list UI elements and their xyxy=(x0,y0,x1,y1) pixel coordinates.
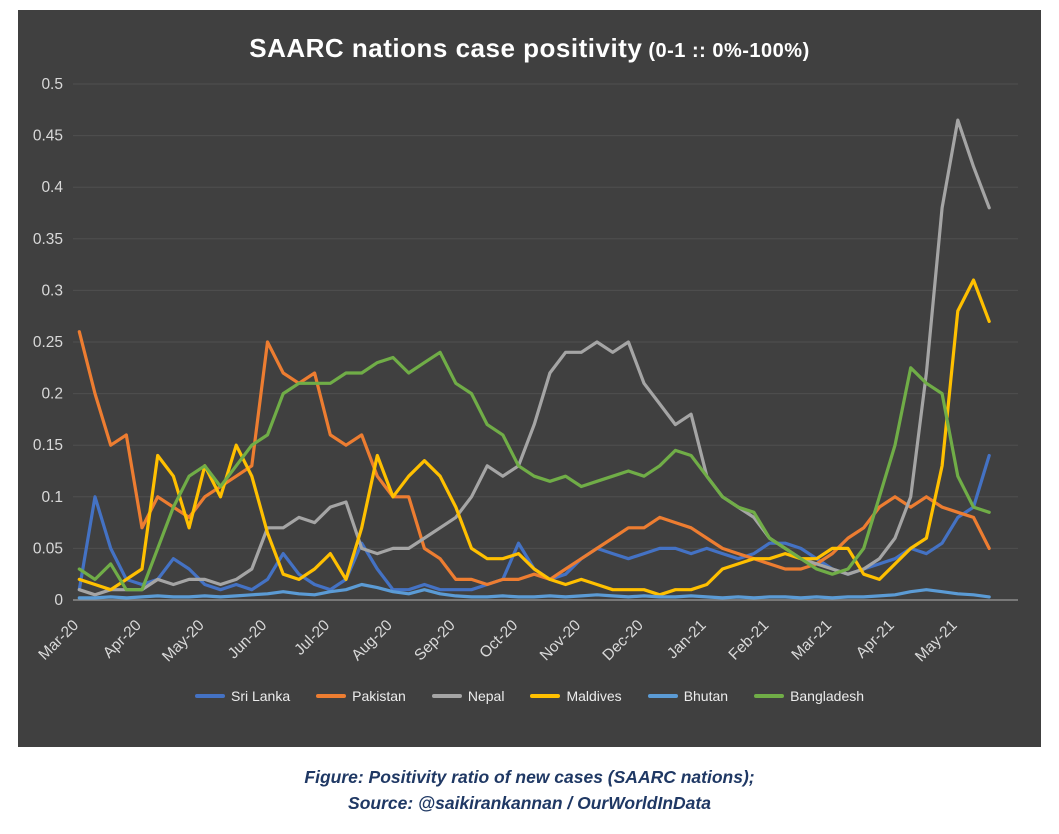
caption-line-1: Figure: Positivity ratio of new cases (S… xyxy=(304,767,755,787)
x-axis-tick-label: Sep-20 xyxy=(411,617,459,665)
legend-line-marker-pakistan xyxy=(316,694,347,698)
legend-line-marker-bhutan xyxy=(647,694,678,698)
x-axis-tick-label: May-21 xyxy=(912,617,961,666)
legend-line-marker-bangladesh xyxy=(754,694,785,698)
chart-svg: 0 0.05 0.1 0.15 0.2 0.25 0.3 0.35 0.4 0.45 0.5 Mar-… xyxy=(33,76,1018,666)
x-axis-tick-label: Apr-20 xyxy=(100,617,145,662)
chart-panel: SAARC nations case positivity (0-1 :: 0%… xyxy=(18,10,1041,747)
figure-caption: Figure: Positivity ratio of new cases (S… xyxy=(0,764,1059,816)
x-axis-tick-label: Mar-20 xyxy=(35,617,82,664)
legend-item-nepal: Nepal xyxy=(431,688,505,704)
legend-line-marker-sri-lanka xyxy=(194,694,225,698)
x-axis-tick-label: May-20 xyxy=(159,617,208,666)
x-axis-tick-label: Nov-20 xyxy=(537,617,585,665)
chart-legend: Sri Lanka Pakistan Nepal Maldives Bhutan Bang… xyxy=(18,688,1041,704)
y-axis-tick-label: 0.2 xyxy=(41,386,63,403)
legend-label-bhutan: Bhutan xyxy=(683,688,729,704)
x-axis-tick-label: Jan-21 xyxy=(664,617,710,663)
y-axis-tick-label: 0.4 xyxy=(41,179,63,196)
y-axis-tick-label: 0.1 xyxy=(41,489,63,506)
legend-item-maldives: Maldives xyxy=(530,688,622,704)
chart-title-suffix: (0-1 :: 0%-100%) xyxy=(642,40,810,62)
y-axis-tick-label: 0.3 xyxy=(41,282,63,299)
legend-item-bangladesh: Bangladesh xyxy=(754,688,864,704)
legend-item-sri-lanka: Sri Lanka xyxy=(194,688,291,704)
caption-line-2: Source: @saikirankannan / OurWorldInData xyxy=(348,793,711,813)
legend-item-pakistan: Pakistan xyxy=(316,688,406,704)
x-axis-tick-label: Jun-20 xyxy=(225,617,271,663)
x-axis-tick-label: Mar-21 xyxy=(788,617,835,664)
series-line-pakistan xyxy=(77,330,991,587)
legend-label-nepal: Nepal xyxy=(467,688,505,704)
legend-label-pakistan: Pakistan xyxy=(352,688,406,704)
x-axis-tick-label: Apr-21 xyxy=(853,617,898,662)
x-axis-tick-label: Aug-20 xyxy=(348,617,396,665)
chart-title: SAARC nations case positivity (0-1 :: 0%… xyxy=(18,26,1041,70)
series-line-bhutan xyxy=(77,582,991,600)
x-axis-tick-label: Oct-20 xyxy=(476,617,521,662)
legend-line-marker-maldives xyxy=(530,694,561,698)
y-axis-tick-label: 0.45 xyxy=(33,128,63,145)
x-axis-tick-label: Dec-20 xyxy=(599,617,647,665)
legend-label-bangladesh: Bangladesh xyxy=(790,688,865,704)
legend-label-sri-lanka: Sri Lanka xyxy=(230,688,291,704)
chart-title-main: SAARC nations case positivity xyxy=(249,33,643,63)
y-axis-tick-label: 0.5 xyxy=(41,76,63,93)
series-line-nepal xyxy=(77,118,991,597)
x-axis-tick-label: Jul-20 xyxy=(291,617,333,659)
legend-label-maldives: Maldives xyxy=(566,688,622,704)
legend-line-marker-nepal xyxy=(431,694,462,698)
y-axis-tick-label: 0.25 xyxy=(33,334,63,351)
series-line-maldives xyxy=(77,278,991,597)
x-axis-tick-label: Feb-21 xyxy=(726,617,773,664)
y-axis-tick-label: 0 xyxy=(54,592,63,609)
y-axis-tick-label: 0.05 xyxy=(33,540,63,557)
legend-item-bhutan: Bhutan xyxy=(647,688,729,704)
y-axis-tick-label: 0.35 xyxy=(33,231,63,248)
y-axis-tick-label: 0.15 xyxy=(33,437,63,454)
series-line-bangladesh xyxy=(77,350,991,592)
